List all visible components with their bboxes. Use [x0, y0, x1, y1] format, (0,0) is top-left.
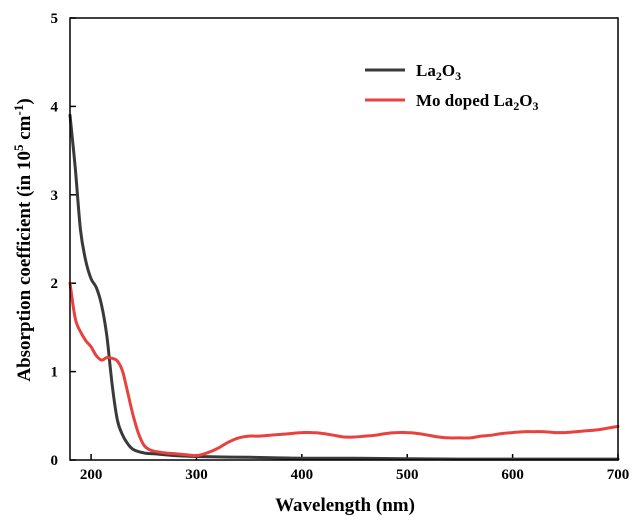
y-tick-label: 5: [51, 11, 59, 27]
y-tick-label: 3: [51, 188, 59, 204]
x-tick-label: 200: [80, 467, 103, 483]
y-axis-title-suffix: ): [14, 98, 35, 104]
series-layer: [68, 113, 620, 461]
y-tick-label: 2: [51, 276, 59, 292]
legend: La2O3 Mo doped La2O3: [365, 61, 539, 113]
y-axis-title-middle: cm: [14, 115, 35, 144]
legend-label-mo-doped: Mo doped La2O3: [416, 91, 539, 113]
y-axis-title-exp1: 5: [11, 144, 26, 151]
y-axis-title-prefix: Absorption coefficient (in 10: [14, 151, 35, 382]
y-tick-label: 1: [51, 365, 59, 381]
series-line-la2o3: [68, 113, 620, 461]
x-tick-label: 700: [607, 467, 630, 483]
y-axis-title: Absorption coefficient (in 105 cm-1): [11, 98, 35, 381]
x-tick-label: 300: [185, 467, 208, 483]
plot-frame: [69, 17, 619, 461]
ticks: 200 300 400 500 600 700 0 1 2 3 4 5: [51, 11, 630, 483]
x-tick-label: 600: [501, 467, 524, 483]
x-axis-title: Wavelength (nm): [275, 495, 415, 516]
y-tick-label: 0: [51, 453, 59, 469]
legend-label-la2o3: La2O3: [416, 61, 461, 83]
x-tick-label: 500: [396, 467, 419, 483]
y-tick-label: 4: [51, 99, 59, 115]
y-axis-title-exp2: -1: [11, 105, 26, 116]
series-line-mo-doped-la2o3: [68, 281, 620, 458]
x-tick-label: 400: [291, 467, 314, 483]
